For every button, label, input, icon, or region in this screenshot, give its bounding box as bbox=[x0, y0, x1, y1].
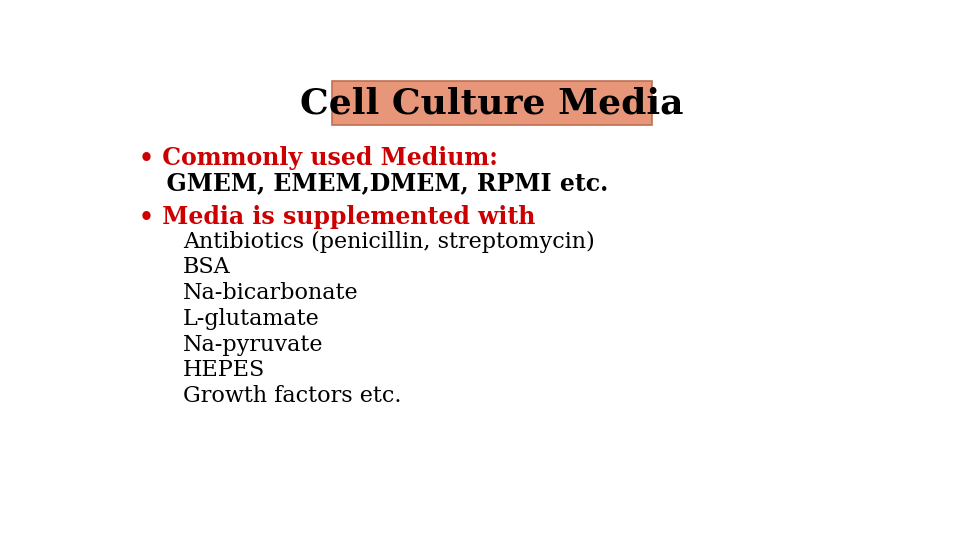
Text: Growth factors etc.: Growth factors etc. bbox=[183, 385, 401, 407]
FancyBboxPatch shape bbox=[332, 82, 652, 125]
Text: Antibiotics (penicillin, streptomycin): Antibiotics (penicillin, streptomycin) bbox=[183, 231, 595, 253]
Text: Na-pyruvate: Na-pyruvate bbox=[183, 334, 324, 356]
Text: BSA: BSA bbox=[183, 256, 230, 278]
Text: Na-bicarbonate: Na-bicarbonate bbox=[183, 282, 359, 304]
Text: • Commonly used Medium:: • Commonly used Medium: bbox=[138, 146, 497, 170]
Text: Cell Culture Media: Cell Culture Media bbox=[300, 86, 684, 120]
Text: GMEM, EMEM,DMEM, RPMI etc.: GMEM, EMEM,DMEM, RPMI etc. bbox=[150, 171, 608, 195]
Text: • Media is supplemented with: • Media is supplemented with bbox=[138, 205, 535, 228]
Text: L-glutamate: L-glutamate bbox=[183, 308, 320, 330]
Text: HEPES: HEPES bbox=[183, 360, 266, 381]
